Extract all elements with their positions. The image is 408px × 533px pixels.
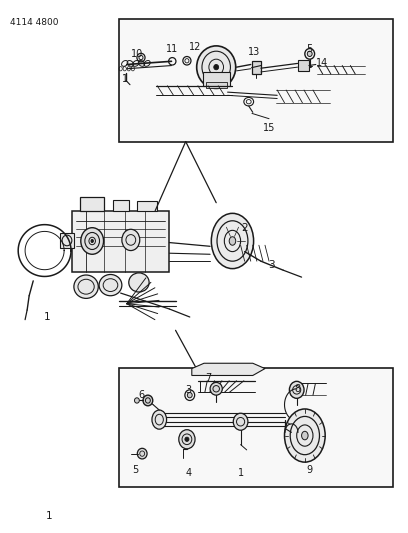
Text: 8: 8: [295, 384, 301, 394]
Text: 1: 1: [237, 468, 244, 478]
Bar: [60, 233, 74, 248]
Text: 4114 4800: 4114 4800: [10, 18, 58, 27]
Ellipse shape: [211, 213, 254, 269]
Polygon shape: [192, 364, 265, 375]
Text: 13: 13: [248, 47, 260, 56]
Bar: [80, 197, 104, 211]
Text: 2: 2: [242, 223, 248, 233]
Ellipse shape: [307, 51, 312, 56]
Ellipse shape: [289, 381, 304, 398]
Text: 3: 3: [186, 385, 192, 395]
Ellipse shape: [99, 274, 122, 296]
Text: 1: 1: [44, 312, 51, 322]
Text: 4: 4: [186, 468, 192, 478]
Bar: [119, 368, 393, 487]
Ellipse shape: [229, 237, 236, 245]
Ellipse shape: [91, 239, 93, 243]
Bar: [113, 200, 129, 211]
Ellipse shape: [214, 64, 219, 70]
Ellipse shape: [74, 275, 98, 298]
Text: 11: 11: [166, 44, 178, 53]
Ellipse shape: [210, 382, 222, 395]
Text: 9: 9: [307, 465, 313, 475]
Text: 12: 12: [189, 43, 201, 52]
Bar: [206, 82, 227, 88]
Bar: [119, 19, 393, 142]
Ellipse shape: [284, 409, 325, 462]
Text: 6: 6: [138, 390, 144, 400]
Ellipse shape: [179, 430, 195, 449]
Text: 7: 7: [205, 373, 211, 383]
Ellipse shape: [233, 413, 248, 430]
Bar: [137, 201, 157, 211]
Text: 3: 3: [268, 260, 275, 270]
Ellipse shape: [197, 46, 236, 88]
Ellipse shape: [143, 395, 153, 406]
Text: 1: 1: [45, 511, 52, 521]
Ellipse shape: [81, 228, 104, 254]
Text: 1: 1: [122, 74, 128, 84]
Text: 10: 10: [131, 49, 143, 59]
Bar: [203, 72, 230, 86]
Ellipse shape: [187, 392, 192, 398]
Ellipse shape: [129, 273, 149, 292]
Ellipse shape: [122, 229, 140, 251]
Ellipse shape: [137, 448, 147, 459]
Ellipse shape: [185, 437, 189, 441]
Text: 5: 5: [306, 44, 313, 53]
Text: 5: 5: [132, 465, 138, 475]
Text: 14: 14: [316, 59, 328, 68]
Text: 15: 15: [263, 123, 275, 133]
Ellipse shape: [152, 410, 166, 429]
Bar: [297, 60, 309, 71]
Bar: [72, 211, 169, 272]
Ellipse shape: [302, 431, 308, 440]
Ellipse shape: [135, 398, 140, 403]
Bar: [252, 61, 261, 74]
